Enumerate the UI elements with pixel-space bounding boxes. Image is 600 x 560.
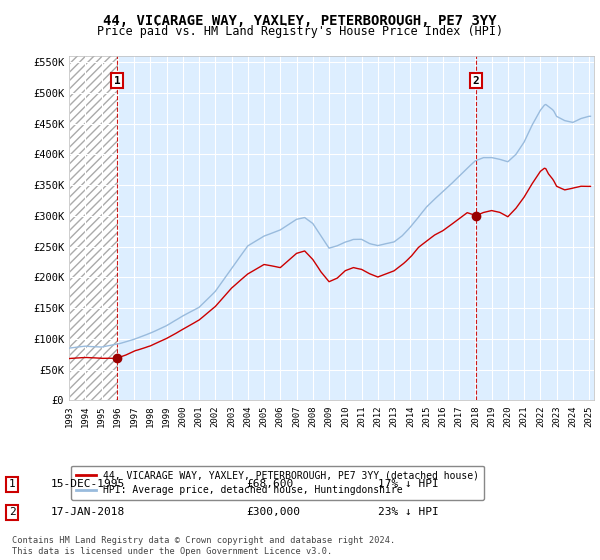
Text: 17-JAN-2018: 17-JAN-2018 — [51, 507, 125, 517]
Legend: 44, VICARAGE WAY, YAXLEY, PETERBOROUGH, PE7 3YY (detached house), HPI: Average p: 44, VICARAGE WAY, YAXLEY, PETERBOROUGH, … — [71, 465, 484, 500]
Text: 23% ↓ HPI: 23% ↓ HPI — [378, 507, 439, 517]
Text: 1: 1 — [8, 479, 16, 489]
Text: 44, VICARAGE WAY, YAXLEY, PETERBOROUGH, PE7 3YY: 44, VICARAGE WAY, YAXLEY, PETERBOROUGH, … — [103, 14, 497, 28]
Text: 15-DEC-1995: 15-DEC-1995 — [51, 479, 125, 489]
Text: 17% ↓ HPI: 17% ↓ HPI — [378, 479, 439, 489]
Text: 2: 2 — [473, 76, 479, 86]
Text: Contains HM Land Registry data © Crown copyright and database right 2024.
This d: Contains HM Land Registry data © Crown c… — [12, 536, 395, 556]
Text: £68,600: £68,600 — [246, 479, 293, 489]
Text: Price paid vs. HM Land Registry's House Price Index (HPI): Price paid vs. HM Land Registry's House … — [97, 25, 503, 38]
Bar — [69, 56, 118, 400]
Text: 2: 2 — [8, 507, 16, 517]
Text: £300,000: £300,000 — [246, 507, 300, 517]
Text: 1: 1 — [114, 76, 121, 86]
